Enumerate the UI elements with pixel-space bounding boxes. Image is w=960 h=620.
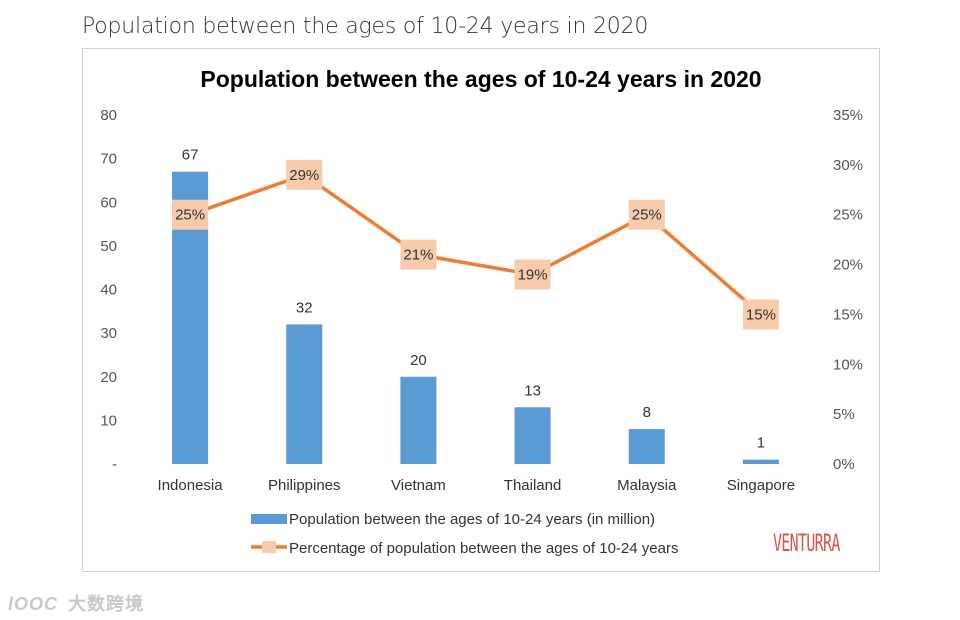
chart-frame: Population between the ages of 10-24 yea…: [82, 48, 880, 572]
x-tick-label: Thailand: [504, 477, 562, 494]
line-value-label: 25%: [632, 207, 662, 224]
left-tick-label: 80: [100, 107, 117, 124]
x-tick-label: Indonesia: [158, 477, 224, 494]
line-value-label: 15%: [746, 306, 776, 323]
venturra-logo: VENTURRA: [773, 528, 841, 557]
line-marker: [628, 199, 665, 230]
legend-label-line: Percentage of population between the age…: [289, 540, 678, 557]
right-tick-label: 10%: [833, 356, 863, 373]
x-tick-label: Malaysia: [617, 477, 677, 494]
legend-label-bar: Population between the ages of 10-24 yea…: [289, 511, 655, 528]
bar-value-label: 20: [410, 352, 427, 369]
chart-title: Population between the ages of 10-24 yea…: [200, 66, 761, 92]
watermark-text: 大数跨境: [68, 594, 145, 614]
bar-value-label: 32: [296, 299, 313, 316]
right-axis: 0% 5% 10% 15% 20% 25% 30% 35%: [833, 107, 863, 473]
bar: [514, 407, 551, 464]
left-tick-label: 40: [100, 282, 117, 299]
right-tick-label: 25%: [833, 207, 863, 224]
left-axis: - 10 20 30 40 50 60 70 80: [100, 107, 117, 473]
legend-swatch-marker: [262, 541, 276, 553]
line-marker: [172, 199, 209, 230]
left-tick-label: -: [112, 456, 117, 473]
line-value-label: 25%: [175, 207, 205, 224]
bar-labels: 67 32 20 13 8 1: [182, 147, 765, 452]
line-value-label: 19%: [518, 267, 548, 284]
bar: [628, 429, 665, 464]
bar-value-label: 8: [643, 404, 651, 421]
combo-chart: Population between the ages of 10-24 yea…: [100, 66, 863, 557]
watermark-logo: lOOC: [8, 594, 59, 614]
percentage-line: [189, 173, 763, 316]
bar: [400, 376, 437, 464]
legend-swatch-bar: [251, 514, 287, 524]
left-tick-label: 60: [100, 194, 117, 211]
brand-logo-text: VENTURRA: [773, 528, 840, 557]
x-tick-label: Vietnam: [391, 477, 446, 494]
right-tick-label: 15%: [833, 306, 863, 323]
line-markers: 25% 29% 21% 19% 25% 15%: [172, 159, 779, 330]
left-tick-label: 20: [100, 369, 117, 386]
watermark: lOOC 大数跨境: [8, 590, 144, 616]
right-tick-label: 5%: [833, 406, 855, 423]
bar: [742, 459, 779, 464]
bar: [286, 324, 323, 464]
bar-value-label: 13: [524, 382, 541, 399]
bar-series: [172, 171, 779, 464]
legend: Population between the ages of 10-24 yea…: [251, 511, 678, 557]
line-value-label: 21%: [403, 247, 433, 264]
left-tick-label: 50: [100, 238, 117, 255]
line-marker: [286, 159, 323, 190]
bar-value-label: 1: [757, 435, 765, 452]
line-value-label: 29%: [289, 167, 319, 184]
left-tick-label: 30: [100, 325, 117, 342]
x-axis-labels: Indonesia Philippines Vietnam Thailand Malay…: [158, 477, 796, 494]
page-heading: Population between the ages of 10-24 yea…: [82, 14, 649, 39]
x-tick-label: Singapore: [727, 477, 795, 494]
x-tick-label: Philippines: [268, 477, 341, 494]
right-tick-label: 30%: [833, 157, 863, 174]
right-tick-label: 0%: [833, 456, 855, 473]
right-tick-label: 35%: [833, 107, 863, 124]
right-tick-label: 20%: [833, 257, 863, 274]
left-tick-label: 10: [100, 412, 117, 429]
line-marker: [514, 259, 551, 290]
left-tick-label: 70: [100, 151, 117, 168]
bar-value-label: 67: [182, 147, 199, 164]
line-marker: [400, 239, 437, 270]
line-marker: [742, 299, 779, 330]
